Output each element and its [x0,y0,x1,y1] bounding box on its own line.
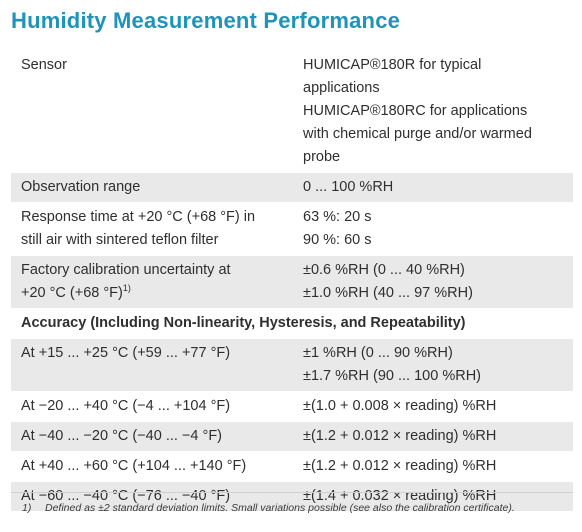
page-title: Humidity Measurement Performance [11,8,401,33]
row-label: Observation range [11,172,293,203]
row-value: ±1 %RH (0 ... 90 %RH) ±1.7 %RH (90 ... 1… [293,338,573,392]
row-label: Factory calibration uncertainty at +20 °… [11,255,293,309]
table-row-accuracy: At −20 ... +40 °C (−4 ... +104 °F) ±(1.0… [11,391,573,422]
row-label: At −60 ... −40 °C (−76 ... −40 °F) [11,481,293,512]
table-row-factory-calibration: Factory calibration uncertainty at +20 °… [11,255,573,309]
table-row-accuracy: At −60 ... −40 °C (−76 ... −40 °F) ±(1.4… [11,481,573,512]
table-row-response-time: Response time at +20 °C (+68 °F) in stil… [11,202,573,256]
section-heading-accuracy: Accuracy (Including Non-linearity, Hyste… [11,308,573,339]
row-label: At −20 ... +40 °C (−4 ... +104 °F) [11,391,293,422]
footnote-divider [11,492,573,493]
row-value: 0 ... 100 %RH [293,172,573,203]
table-row-observation-range: Observation range 0 ... 100 %RH [11,172,573,203]
row-label: Sensor [11,51,293,173]
footnote-mark: 1) [22,502,32,514]
row-label: At +15 ... +25 °C (+59 ... +77 °F) [11,338,293,392]
row-label: Response time at +20 °C (+68 °F) in stil… [11,202,293,256]
table-row-accuracy: At −40 ... −20 °C (−40 ... −4 °F) ±(1.2 … [11,421,573,452]
row-value: ±(1.2 + 0.012 × reading) %RH [293,451,573,482]
footnote-text: Defined as ±2 standard deviation limits.… [45,502,515,514]
footnote-reference: 1) [122,283,131,294]
row-value: ±(1.4 + 0.032 × reading) %RH [293,481,573,512]
row-value: ±0.6 %RH (0 ... 40 %RH) ±1.0 %RH (40 ...… [293,255,573,309]
table-row-sensor: Sensor HUMICAP®180R for typical applicat… [11,51,573,173]
row-value: ±(1.0 + 0.008 × reading) %RH [293,391,573,422]
table-row-accuracy: At +15 ... +25 °C (+59 ... +77 °F) ±1 %R… [11,338,573,392]
footnote: 1) Defined as ±2 standard deviation limit… [22,502,515,514]
row-label: At −40 ... −20 °C (−40 ... −4 °F) [11,421,293,452]
section-heading: Accuracy (Including Non-linearity, Hyste… [11,308,573,339]
table-row-accuracy: At +40 ... +60 °C (+104 ... +140 °F) ±(1… [11,451,573,482]
row-value: ±(1.2 + 0.012 × reading) %RH [293,421,573,452]
spec-table: Sensor HUMICAP®180R for typical applicat… [11,51,573,512]
row-value: 63 %: 20 s 90 %: 60 s [293,202,573,256]
row-value: HUMICAP®180R for typical applications HU… [293,51,573,173]
row-label: At +40 ... +60 °C (+104 ... +140 °F) [11,451,293,482]
